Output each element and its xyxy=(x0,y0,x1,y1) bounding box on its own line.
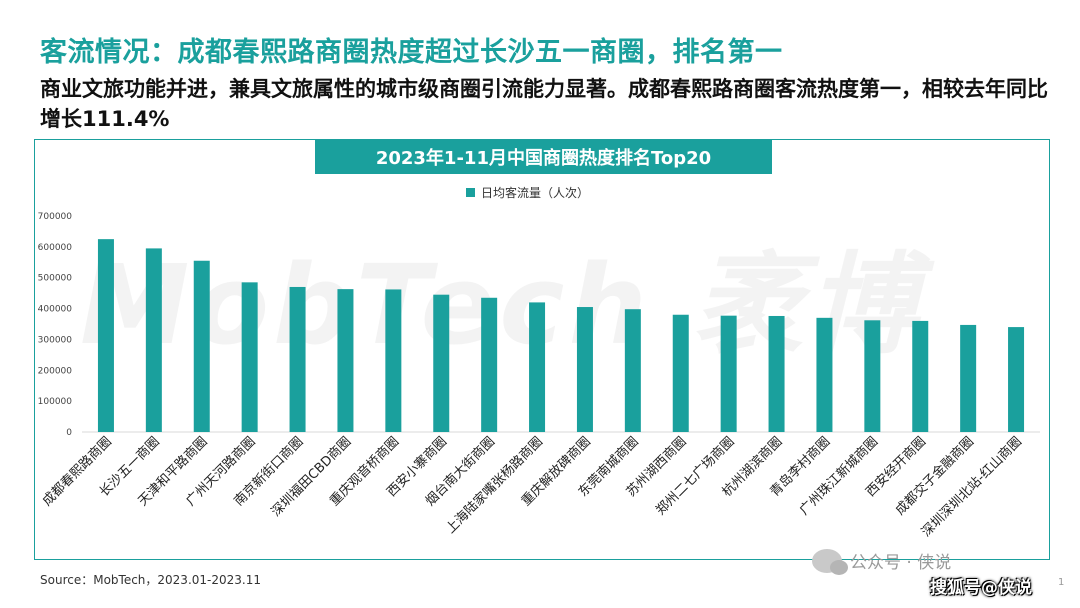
chart-title: 2023年1-11月中国商圈热度排名Top20 xyxy=(315,140,772,174)
bar xyxy=(241,282,258,432)
legend-swatch xyxy=(466,188,475,197)
bar xyxy=(433,294,450,432)
y-tick-label: 500000 xyxy=(38,274,73,284)
bar xyxy=(816,317,833,432)
page-number: 1 xyxy=(1058,577,1065,588)
bar xyxy=(337,289,354,432)
y-tick-label: 600000 xyxy=(38,243,73,253)
x-tick-label: 深圳福田CBD商圈 xyxy=(269,434,355,520)
bar xyxy=(193,260,210,432)
bar xyxy=(145,248,162,432)
x-tick-label: 成都春熙路商圈 xyxy=(39,434,115,510)
x-tick-label: 成都交子金融商圈 xyxy=(892,434,977,519)
chart-frame xyxy=(34,139,1050,560)
y-tick-label: 200000 xyxy=(38,366,73,376)
bar xyxy=(97,239,114,432)
bar xyxy=(672,314,689,432)
slide-subhead: 商业文旅功能并进，兼具文旅属性的城市级商圈引流能力显著。成都春熙路商圈客流热度第… xyxy=(40,77,1048,131)
legend-label: 日均客流量（人次） xyxy=(481,186,590,200)
y-tick-label: 300000 xyxy=(38,335,73,345)
y-tick-label: 100000 xyxy=(38,397,73,407)
bar xyxy=(624,309,641,432)
wechat-watermark: 公众号 · 侠说 xyxy=(812,548,952,575)
bar xyxy=(912,320,929,432)
y-tick-label: 700000 xyxy=(38,212,73,222)
bar xyxy=(768,315,785,432)
y-tick-label: 400000 xyxy=(38,305,73,315)
bar xyxy=(529,302,546,432)
bar xyxy=(1008,327,1025,432)
chart-legend: 日均客流量（人次） xyxy=(466,184,589,201)
source-note: Source：MobTech，2023.01-2023.11 xyxy=(40,573,261,587)
wechat-icon xyxy=(812,548,848,575)
x-tick-label: 广州珠江新城商圈 xyxy=(796,434,881,519)
bar xyxy=(481,297,498,432)
bar xyxy=(385,289,402,432)
slide-headline: 客流情况：成都春熙路商圈热度超过长沙五一商圈，排名第一 xyxy=(40,37,783,68)
wechat-watermark-label: 公众号 · 侠说 xyxy=(850,553,952,573)
x-tick-label: 上海陆家嘴张杨路商圈 xyxy=(443,434,546,537)
bar xyxy=(960,324,977,432)
bar xyxy=(720,315,737,432)
bar xyxy=(289,286,306,432)
bar xyxy=(576,307,593,432)
y-tick-label: 0 xyxy=(66,428,72,438)
sohu-watermark: 搜狐号@侠说 xyxy=(930,578,1032,598)
bar xyxy=(864,320,881,432)
